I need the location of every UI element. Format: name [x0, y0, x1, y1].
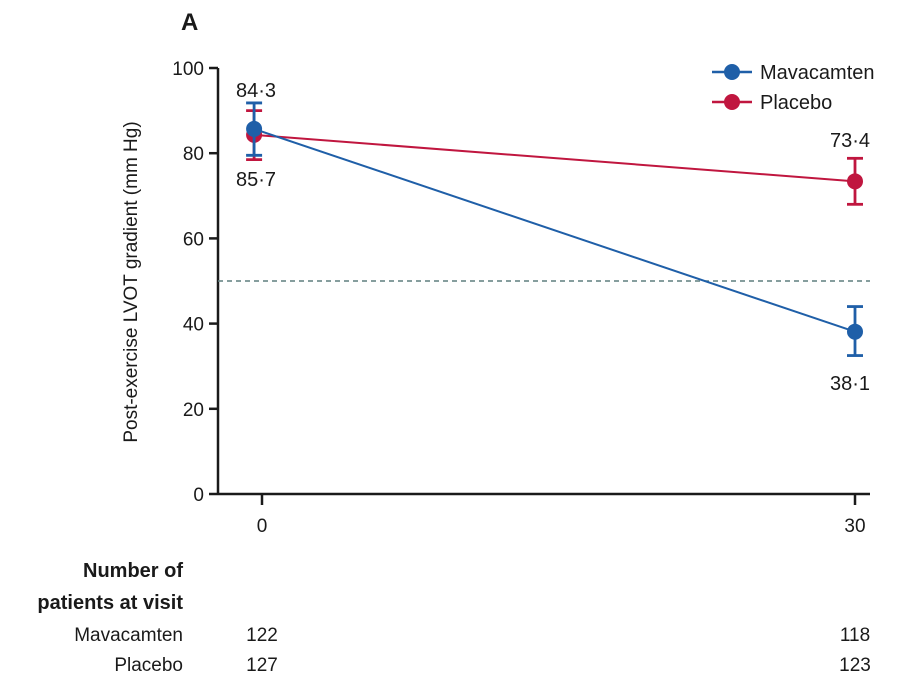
data-point-mavacamten-0	[246, 120, 263, 137]
series-group	[246, 101, 863, 357]
panel-label: A	[181, 9, 198, 36]
data-label-placebo-0: 84·3	[236, 80, 276, 102]
legend-label-mavacamten: Mavacamten	[760, 62, 875, 84]
y-tick-label-80: 80	[183, 144, 204, 165]
series-line-mavacamten	[253, 127, 856, 333]
patients-count-placebo-0: 127	[246, 655, 278, 676]
patients-table-header-line1: Number of	[83, 560, 183, 582]
patients-table-header-line2: patients at visit	[37, 592, 183, 614]
x-tick-label-30: 30	[844, 516, 865, 537]
y-tick-label-0: 0	[193, 485, 204, 506]
data-point-placebo-30	[847, 173, 863, 190]
patients-count-mavacamten-30: 118	[840, 625, 870, 646]
patients-row-label-mavacamten: Mavacamten	[74, 625, 183, 646]
y-tick-label-20: 20	[183, 400, 204, 421]
series-line-placebo	[254, 133, 856, 183]
ticks: 0 20 40 60 80 100 0 30	[172, 59, 865, 537]
patients-count-placebo-30: 123	[839, 655, 871, 676]
y-axis-label: Post-exercise LVOT gradient (mm Hg)	[121, 121, 142, 442]
y-tick-label-40: 40	[183, 315, 204, 336]
x-tick-label-0: 0	[257, 516, 268, 537]
data-label-mavacamten-30: 38·1	[830, 373, 870, 395]
patients-row-label-placebo: Placebo	[114, 655, 183, 676]
legend: Mavacamten Placebo	[712, 62, 875, 114]
data-label-mavacamten-0: 85·7	[236, 169, 276, 191]
data-labels: 85·7 38·1 84·3 73·4	[236, 80, 870, 395]
legend-label-placebo: Placebo	[760, 92, 832, 114]
data-label-placebo-30: 73·4	[830, 130, 870, 152]
data-point-mavacamten-30	[847, 323, 863, 340]
patients-count-mavacamten-0: 122	[246, 625, 278, 646]
y-tick-label-60: 60	[183, 229, 204, 250]
legend-marker-mavacamten	[724, 64, 740, 80]
y-tick-label-100: 100	[172, 59, 204, 80]
patients-table: Number of patients at visit Mavacamten 1…	[37, 560, 870, 676]
legend-marker-placebo	[724, 94, 740, 110]
